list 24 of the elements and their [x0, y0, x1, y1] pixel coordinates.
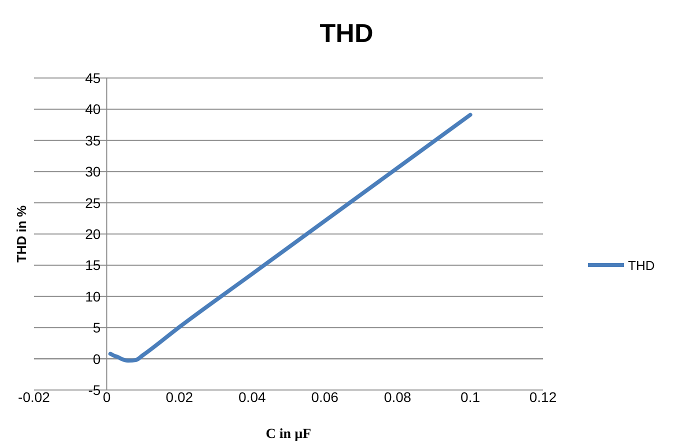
x-tick-label: 0.08	[384, 389, 412, 405]
x-tick-label: 0.04	[238, 389, 266, 405]
y-tick-label: 40	[85, 101, 101, 118]
y-axis-title: THD in %	[14, 205, 29, 263]
x-tick-label: 0.06	[311, 389, 339, 405]
y-tick-label: -5	[88, 382, 101, 398]
x-tick-label: 0.02	[166, 389, 194, 405]
y-tick-label: 45	[85, 70, 101, 86]
y-tick-label: 25	[85, 194, 101, 211]
y-tick-label: 5	[92, 320, 101, 336]
y-tick-label: 15	[85, 257, 101, 274]
y-tick-label: 0	[92, 350, 101, 367]
x-tick-label: -0.02	[18, 389, 50, 405]
x-tick-label: 0	[102, 389, 111, 405]
legend-label: THD	[628, 258, 655, 273]
chart-title: THD	[320, 18, 374, 48]
x-tick-label: 0.1	[460, 389, 480, 405]
y-tick-label: 30	[85, 164, 101, 180]
y-tick-label: 35	[85, 132, 101, 148]
x-tick-label: 0.12	[529, 389, 557, 405]
y-tick-label: 20	[85, 226, 101, 242]
x-axis-title: C in µF	[266, 427, 312, 442]
line-series	[108, 112, 472, 363]
y-tick-label: 10	[85, 288, 101, 304]
